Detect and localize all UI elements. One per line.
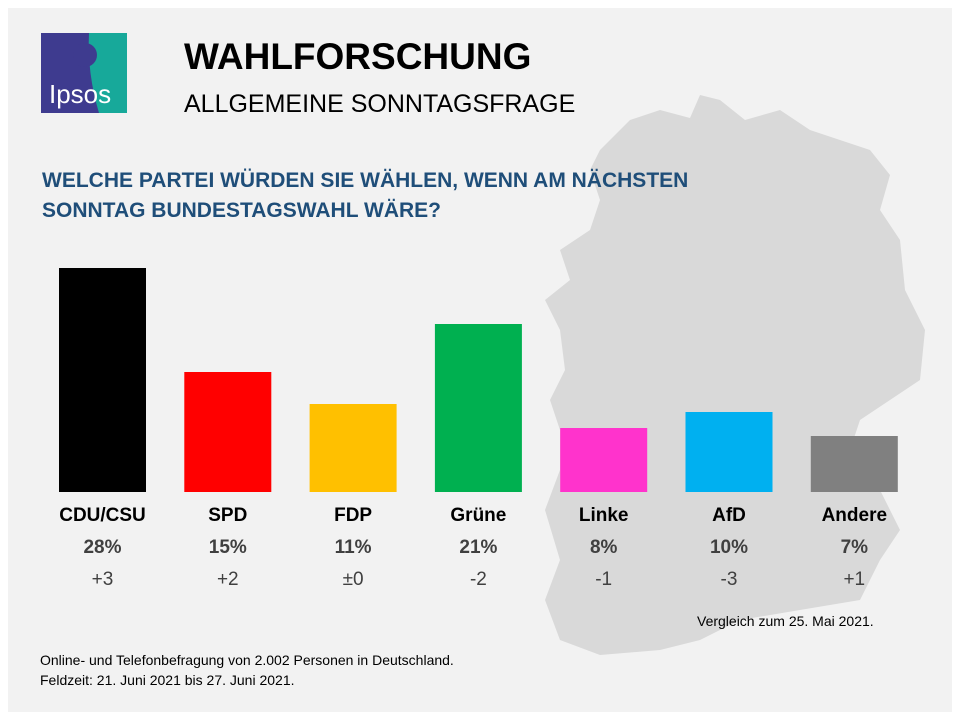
change-label: -1: [595, 569, 613, 590]
category-label: Linke: [578, 505, 629, 526]
bar-spd: [184, 372, 272, 492]
comparison-note: Vergleich zum 25. Mai 2021.: [697, 613, 874, 629]
bar-cducsu: [59, 268, 146, 492]
ipsos-logo: Ipsos: [41, 33, 127, 113]
question-line-2: SONNTAG BUNDESTAGSWAHL WÄRE?: [42, 199, 441, 222]
footer: Online- und Telefonbefragung von 2.002 P…: [40, 650, 454, 690]
change-label: ±0: [342, 569, 364, 590]
question: WELCHE PARTEI WÜRDEN SIE WÄHLEN, WENN AM…: [42, 166, 688, 226]
value-label: 15%: [208, 537, 247, 558]
value-label: 8%: [589, 537, 618, 558]
footer-line-1: Online- und Telefonbefragung von 2.002 P…: [40, 652, 454, 668]
bar-grne: [434, 324, 522, 492]
category-label: SPD: [208, 505, 248, 526]
bar-linke: [560, 428, 648, 492]
category-label: Grüne: [450, 505, 507, 526]
change-label: +3: [91, 569, 114, 590]
value-label: 11%: [334, 537, 372, 558]
change-label: -3: [720, 569, 738, 590]
footer-line-2: Feldzeit: 21. Juni 2021 bis 27. Juni 202…: [40, 672, 295, 688]
page-subtitle: ALLGEMEINE SONNTAGSFRAGE: [184, 90, 576, 118]
category-label: Andere: [821, 505, 888, 526]
category-label: FDP: [334, 505, 373, 526]
page-title: WAHLFORSCHUNG: [184, 36, 532, 77]
bar-fdp: [309, 404, 397, 492]
bar-andere: [810, 436, 898, 492]
bar-afd: [685, 412, 773, 492]
value-label: 28%: [83, 537, 122, 558]
change-label: +2: [216, 569, 239, 590]
value-label: 21%: [459, 537, 498, 558]
change-label: -2: [469, 569, 487, 590]
change-label: +1: [843, 569, 866, 590]
value-label: 10%: [709, 537, 749, 558]
category-label: AfD: [712, 505, 746, 526]
value-label: 7%: [840, 537, 869, 558]
logo-text: Ipsos: [49, 79, 111, 109]
category-label: CDU/CSU: [59, 505, 146, 526]
question-line-1: WELCHE PARTEI WÜRDEN SIE WÄHLEN, WENN AM…: [42, 169, 689, 192]
